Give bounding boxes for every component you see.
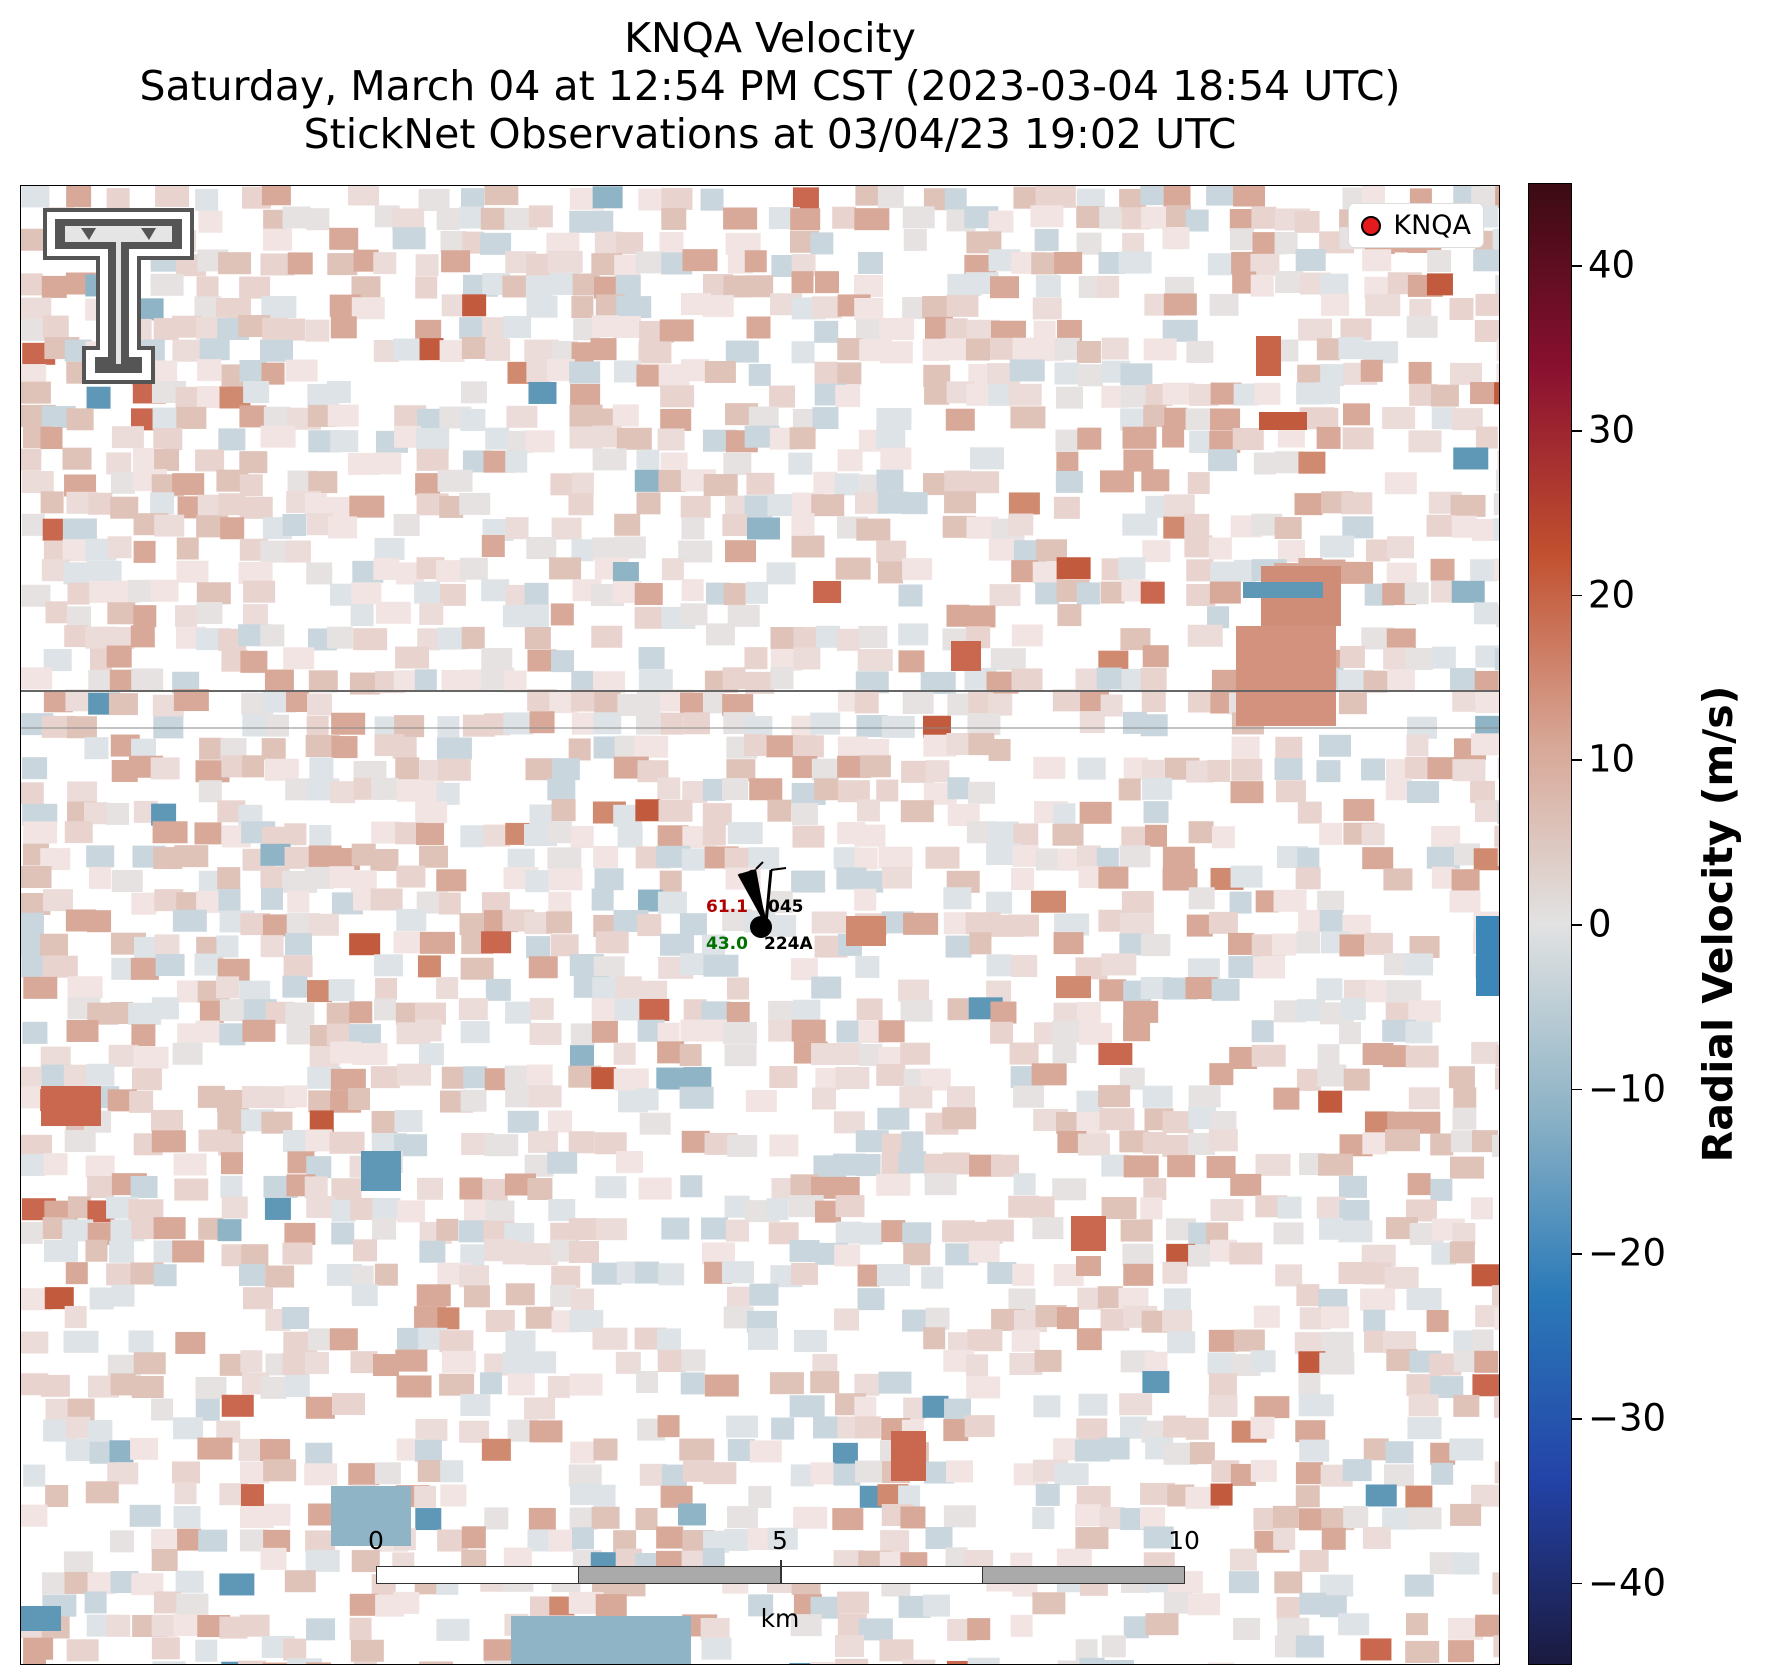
colorbar-tick bbox=[1572, 594, 1582, 597]
scale-center-tick bbox=[780, 1560, 782, 1584]
scale-tick-0: 0 bbox=[368, 1526, 384, 1555]
scale-unit: km bbox=[760, 1604, 800, 1633]
title-block: KNQA Velocity Saturday, March 04 at 12:5… bbox=[20, 14, 1520, 158]
radar-velocity-field bbox=[21, 186, 1499, 1664]
colorbar-tick bbox=[1572, 924, 1582, 926]
colorbar-tick bbox=[1572, 430, 1582, 432]
colorbar-tick bbox=[1572, 265, 1582, 267]
colorbar-tick-label: −20 bbox=[1588, 1231, 1667, 1275]
scale-segment bbox=[780, 1566, 983, 1584]
colorbar-tick-label: 40 bbox=[1588, 243, 1636, 287]
colorbar-tick-label: 30 bbox=[1588, 408, 1636, 452]
scale-tick-10: 10 bbox=[1168, 1526, 1200, 1555]
wind-barb-icon bbox=[737, 861, 787, 924]
colorbar-tick-label: 0 bbox=[1588, 902, 1612, 946]
station-id-top: 045 bbox=[768, 897, 804, 917]
colorbar-tick-label: 10 bbox=[1588, 737, 1636, 781]
station-speed-value: 61.1 bbox=[706, 897, 748, 917]
colorbar-tick bbox=[1572, 759, 1582, 761]
colorbar-tick bbox=[1572, 1582, 1582, 1585]
double-t-logo-icon bbox=[43, 208, 194, 384]
title-line-3: StickNet Observations at 03/04/23 19:02 … bbox=[303, 110, 1237, 158]
colorbar-tick-label: −40 bbox=[1588, 1561, 1667, 1605]
station-marker[interactable] bbox=[750, 916, 772, 938]
legend-label: KNQA bbox=[1393, 210, 1471, 241]
colorbar-tick-label: −30 bbox=[1588, 1396, 1667, 1440]
title-line-1: KNQA Velocity bbox=[624, 14, 916, 62]
radar-map[interactable]: KNQA 0 5 10 km 61.1 045 43.0 224A bbox=[20, 185, 1500, 1665]
scale-bar: 0 5 10 km bbox=[351, 1526, 1200, 1656]
colorbar-tick-label: −10 bbox=[1588, 1067, 1667, 1111]
station-id-bottom: 224A bbox=[764, 934, 813, 954]
colorbar-title: Radial Velocity (m/s) bbox=[1694, 685, 1742, 1163]
scale-segment bbox=[376, 1566, 579, 1584]
radar-site-marker-icon bbox=[1361, 215, 1382, 236]
colorbar-tick bbox=[1572, 1253, 1582, 1255]
colorbar-tick bbox=[1572, 1418, 1582, 1420]
scale-segment bbox=[982, 1566, 1185, 1584]
colorbar-tick-label: 20 bbox=[1588, 573, 1636, 617]
title-line-2: Saturday, March 04 at 12:54 PM CST (2023… bbox=[139, 62, 1401, 110]
colorbar-tick bbox=[1572, 1088, 1582, 1091]
legend: KNQA bbox=[1348, 203, 1484, 248]
scale-segment bbox=[578, 1566, 781, 1584]
colorbar bbox=[1528, 183, 1572, 1665]
station-temp-value: 43.0 bbox=[706, 934, 748, 954]
scale-tick-5: 5 bbox=[772, 1526, 788, 1555]
